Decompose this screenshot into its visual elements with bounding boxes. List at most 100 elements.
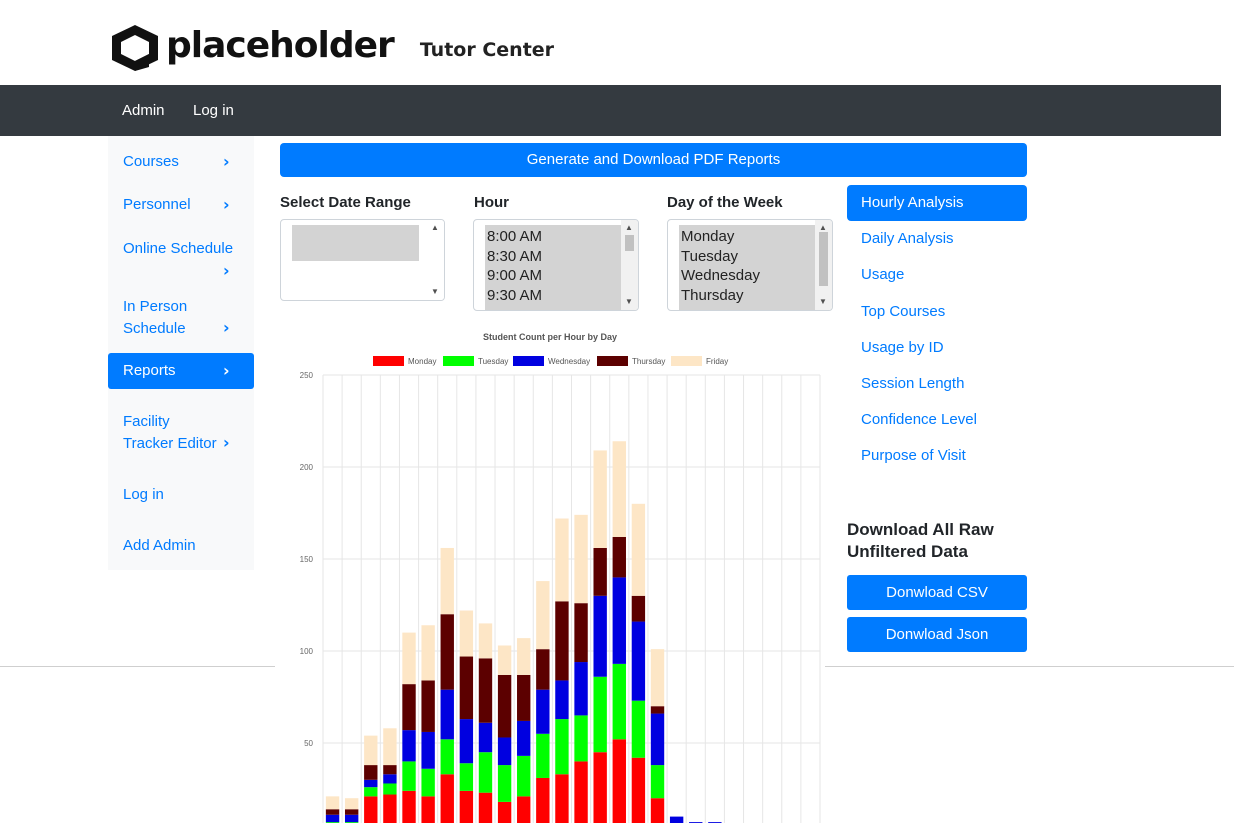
bar-segment [536, 581, 550, 650]
scroll-up-icon[interactable]: ▲ [625, 223, 633, 232]
bar-segment [517, 720, 531, 756]
tab-usage-by-id[interactable]: Usage by ID [861, 339, 944, 356]
bar-segment [459, 719, 474, 764]
scroll-up-icon[interactable]: ▲ [819, 223, 827, 232]
chevron-right-icon: › [223, 433, 230, 452]
bar-segment [364, 735, 378, 766]
tab-confidence-level[interactable]: Confidence Level [861, 411, 977, 428]
bar-segment [344, 798, 359, 810]
scroll-down-icon[interactable]: ▼ [819, 297, 827, 306]
bar-segment [631, 700, 646, 758]
bar-segment [650, 765, 665, 799]
legend-swatch [443, 356, 474, 366]
sidebar-item-courses[interactable]: Courses › [108, 151, 254, 173]
bar-segment [517, 755, 531, 797]
nav-login[interactable]: Log in [193, 102, 234, 119]
sidebar-item-personnel[interactable]: Personnel › [108, 194, 254, 216]
download-csv-button[interactable]: Donwload CSV [847, 575, 1027, 610]
bar-segment [478, 752, 493, 793]
bar-segment [344, 809, 359, 815]
bar-segment [574, 662, 588, 716]
generate-pdf-button[interactable]: Generate and Download PDF Reports [280, 143, 1027, 177]
day-option[interactable]: Tuesday [681, 248, 738, 265]
day-of-week-select[interactable]: Monday Tuesday Wednesday Thursday ▲ ▼ [667, 219, 833, 311]
sidebar-item-reports[interactable]: Reports › [108, 353, 254, 389]
chart-title: Student Count per Hour by Day [483, 332, 617, 342]
hour-select[interactable]: 8:00 AM 8:30 AM 9:00 AM 9:30 AM ▲ ▼ [473, 219, 639, 311]
tab-purpose-of-visit[interactable]: Purpose of Visit [861, 447, 966, 464]
bar-segment [497, 737, 512, 766]
sidebar: Courses › Personnel › Online Schedule › … [108, 136, 254, 570]
bar-segment [383, 728, 397, 766]
download-json-button[interactable]: Donwload Json [847, 617, 1027, 652]
tab-usage[interactable]: Usage [861, 266, 905, 283]
bar-segment [593, 450, 607, 548]
scrollbar-thumb[interactable] [819, 232, 828, 286]
bar-segment [402, 790, 416, 823]
bar-segment [612, 577, 626, 664]
sidebar-item-facility-tracker-editor[interactable]: Facility Tracker Editor › [108, 411, 254, 455]
bar-segment [364, 787, 378, 797]
bar-segment [631, 757, 646, 823]
bar-segment [478, 792, 493, 823]
bar-segment [325, 796, 340, 810]
bar-segment [497, 645, 512, 675]
sidebar-item-login[interactable]: Log in [108, 484, 254, 506]
date-range-select[interactable]: ▲ ▼ [280, 219, 445, 301]
bar-segment [478, 623, 493, 659]
sidebar-item-add-admin[interactable]: Add Admin [108, 535, 254, 557]
date-range-label: Select Date Range [280, 194, 411, 211]
bar-segment [440, 547, 454, 615]
tab-session-length[interactable]: Session Length [861, 375, 965, 392]
chevron-right-icon: › [223, 261, 230, 280]
hour-option[interactable]: 9:30 AM [487, 287, 543, 304]
day-option[interactable]: Wednesday [681, 267, 760, 284]
scrollbar-thumb[interactable] [625, 235, 634, 251]
bar-segment [574, 514, 588, 604]
hour-option[interactable]: 8:30 AM [487, 248, 543, 265]
brand[interactable]: placeholder Tutor Center [108, 22, 554, 74]
bar-segment [631, 503, 646, 596]
hourly-chart: Student Count per Hour by Day Monday Tues… [275, 323, 825, 823]
top-navbar: Admin Log in [0, 85, 1221, 136]
bar-segment [421, 731, 435, 769]
tab-daily-analysis[interactable]: Daily Analysis [861, 230, 954, 247]
scrollbar[interactable]: ▲ ▼ [427, 220, 444, 300]
bar-segment [517, 638, 531, 675]
day-option[interactable]: Monday [681, 228, 735, 245]
nav-admin[interactable]: Admin [122, 102, 165, 119]
scroll-down-icon[interactable]: ▼ [625, 297, 633, 306]
scrollbar[interactable]: ▲ ▼ [621, 220, 638, 310]
scroll-up-icon[interactable]: ▲ [431, 223, 439, 232]
sidebar-item-label: Facility Tracker Editor [123, 413, 217, 452]
bar-segment [364, 796, 378, 823]
bar-segment [402, 632, 416, 685]
sidebar-item-online-schedule[interactable]: Online Schedule › [108, 238, 254, 282]
bar-segment [536, 649, 550, 690]
bar-segment [593, 547, 607, 596]
day-option[interactable]: Thursday [681, 287, 744, 304]
bar-segment [497, 674, 512, 738]
sidebar-item-label: In Person Schedule [123, 298, 188, 337]
hour-option[interactable]: 9:00 AM [487, 267, 543, 284]
divider [0, 666, 275, 667]
bar-segment [440, 739, 454, 775]
legend-label: Wednesday [548, 357, 590, 366]
sidebar-item-in-person-schedule[interactable]: In Person Schedule › [108, 296, 254, 340]
bar-segment [555, 719, 569, 775]
bar-segment [421, 768, 435, 797]
scrollbar[interactable]: ▲ ▼ [815, 220, 832, 310]
bar-segment [650, 706, 665, 714]
download-heading-line: Unfiltered Data [847, 542, 968, 561]
hour-option[interactable]: 8:00 AM [487, 228, 543, 245]
bar-segment [574, 603, 588, 663]
tab-top-courses[interactable]: Top Courses [861, 303, 946, 320]
bar-segment [612, 536, 626, 578]
bar-segment [344, 814, 359, 823]
bar-segment [650, 798, 665, 823]
bar-segment [536, 689, 550, 734]
tab-hourly-analysis[interactable]: Hourly Analysis [847, 185, 1027, 221]
scroll-down-icon[interactable]: ▼ [431, 287, 439, 296]
chevron-right-icon: › [223, 318, 230, 337]
bar-segment [612, 441, 626, 537]
